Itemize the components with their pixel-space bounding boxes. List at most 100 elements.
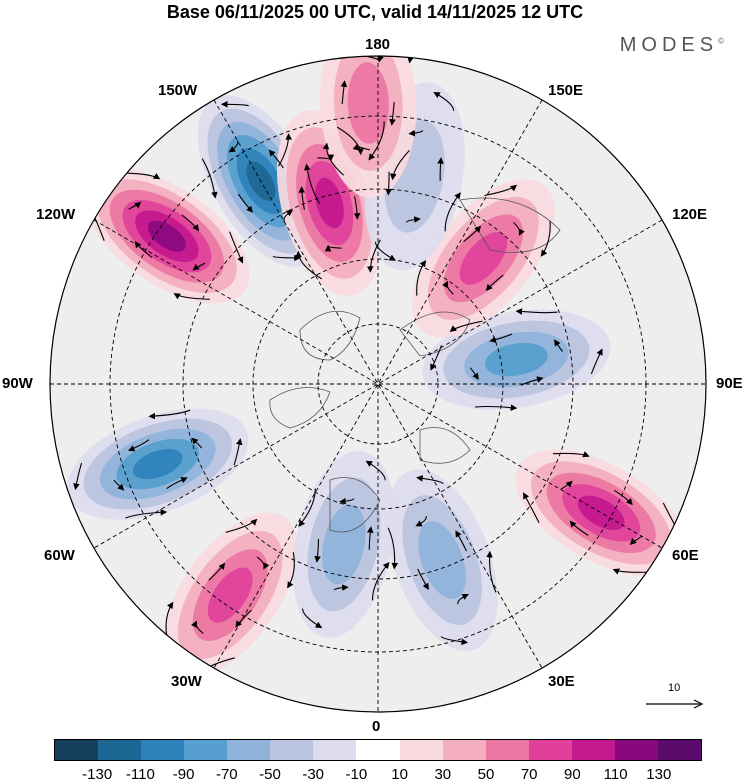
wind-arrow	[523, 492, 540, 524]
colorbar-swatch	[614, 740, 658, 760]
lon-label-150w: 150W	[158, 82, 198, 99]
wind-arrow	[416, 475, 444, 485]
wind-vectors	[73, 56, 680, 672]
colorbar-tick-label: -50	[259, 766, 281, 783]
wind-arrow	[389, 102, 396, 126]
wind-arrow	[225, 518, 258, 533]
anomaly-contour	[347, 62, 389, 144]
colorbar-swatch	[399, 740, 443, 760]
wind-arrow	[515, 308, 558, 315]
colorbar-tick-label: 110	[603, 766, 628, 783]
wind-arrow	[365, 460, 386, 481]
wind-arrow	[340, 80, 348, 104]
wind-arrow	[201, 158, 218, 199]
colorbar-swatch	[184, 740, 228, 760]
colorbar-tick-label: 130	[646, 766, 672, 783]
wind-arrow	[520, 376, 544, 386]
wind-arrow	[278, 133, 293, 167]
wind-arrow	[190, 620, 204, 634]
wind-arrow	[371, 561, 390, 601]
coastlines	[269, 197, 561, 533]
wind-arrow	[389, 150, 410, 181]
lon-label-120e: 120E	[672, 206, 708, 223]
wind-arrow	[385, 171, 392, 196]
colorbar-tick-label: 50	[477, 766, 495, 783]
lon-label-90w: 90W	[2, 375, 33, 392]
wind-arrow	[455, 530, 467, 552]
wind-arrow	[444, 192, 461, 232]
wind-arrow	[287, 552, 295, 589]
wind-arrow	[440, 636, 469, 646]
wind-arrow	[127, 439, 150, 452]
lon-label-90e: 90E	[716, 375, 743, 392]
colorbar-swatch	[98, 740, 142, 760]
wind-arrow	[560, 480, 573, 490]
colorbar-tick-label: -70	[215, 766, 238, 783]
wind-arrow	[485, 274, 504, 292]
colorbar-swatch	[141, 740, 185, 760]
wind-arrow	[552, 451, 590, 458]
wind-arrow	[430, 345, 443, 371]
wind-arrow	[295, 250, 323, 280]
greenland-coast	[299, 310, 361, 361]
wind-arrow	[302, 608, 323, 629]
anomaly-center	[386, 469, 498, 651]
colorbar-swatch	[657, 740, 701, 760]
colorbar-swatch	[55, 740, 99, 760]
copyright-mark: ©	[718, 36, 724, 46]
wind-arrow	[314, 538, 321, 563]
lon-label-120w: 120W	[36, 206, 76, 223]
anomaly-contour	[577, 495, 625, 531]
anomaly-contour	[322, 504, 366, 585]
wind-arrow	[540, 221, 551, 257]
anomaly-contour	[133, 448, 183, 480]
lon-label-30w: 30W	[171, 673, 202, 690]
lon-label-0: 0	[372, 718, 381, 735]
meridian-150	[213, 99, 543, 669]
wind-arrow	[353, 196, 361, 220]
polar-map	[49, 55, 707, 713]
wind-arrow	[569, 520, 589, 536]
lon-label-60e: 60E	[672, 547, 699, 564]
colorbar-tick-label: -90	[172, 766, 195, 783]
wind-arrow	[366, 526, 374, 550]
wind-arrow	[192, 262, 206, 271]
anomaly-center	[412, 179, 555, 338]
wind-arrow	[173, 293, 210, 300]
wind-arrow	[489, 333, 513, 343]
graticule	[50, 56, 706, 712]
wind-arrow	[233, 438, 243, 466]
wind-arrow	[125, 508, 168, 519]
colorbar-tick-label: -10	[345, 766, 368, 783]
anomaly-center	[422, 309, 611, 410]
wind-arrow	[283, 209, 294, 222]
colorbar-tick-label: 70	[520, 766, 538, 783]
wind-arrow	[333, 584, 349, 591]
wind-arrow	[113, 479, 125, 491]
wind-arrow	[134, 241, 153, 258]
wind-arrow	[392, 56, 414, 64]
wind-arrow	[268, 149, 284, 169]
colorbar-swatch	[571, 740, 615, 760]
reference-vector: 10	[640, 682, 710, 712]
wind-arrow	[437, 157, 444, 181]
wind-arrow	[613, 489, 633, 506]
wind-arrow	[148, 409, 191, 420]
wind-arrow	[326, 56, 345, 57]
wind-arrow	[322, 142, 344, 176]
map-title: Base 06/11/2025 00 UTC, valid 14/11/2025…	[166, 2, 584, 22]
wind-arrow	[416, 260, 427, 296]
wind-arrow	[629, 535, 642, 545]
colorbar-swatch	[313, 740, 357, 760]
lon-label-180: 180	[365, 36, 391, 53]
wind-arrow	[449, 320, 483, 332]
wind-arrow	[229, 231, 244, 264]
anomaly-center	[163, 512, 298, 678]
wind-arrow	[352, 143, 370, 151]
colorbar-swatch	[442, 740, 486, 760]
wind-arrow	[484, 184, 518, 197]
anomaly-contour	[459, 231, 508, 285]
wind-arrow	[128, 201, 142, 210]
meridian-60	[93, 219, 663, 549]
meridian-120	[93, 219, 663, 549]
